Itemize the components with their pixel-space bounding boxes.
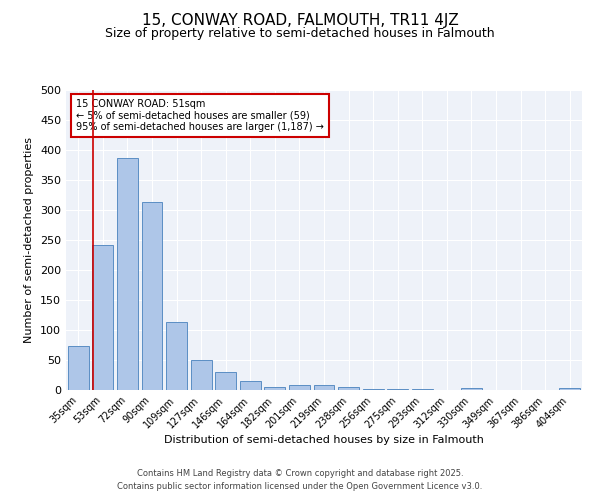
Bar: [191, 360, 212, 390]
Bar: [559, 388, 580, 390]
Bar: [362, 389, 383, 390]
Bar: [265, 387, 286, 390]
Bar: [215, 372, 236, 390]
Text: Size of property relative to semi-detached houses in Falmouth: Size of property relative to semi-detach…: [105, 28, 495, 40]
Bar: [240, 381, 261, 390]
Bar: [166, 322, 187, 390]
Text: 15, CONWAY ROAD, FALMOUTH, TR11 4JZ: 15, CONWAY ROAD, FALMOUTH, TR11 4JZ: [142, 12, 458, 28]
X-axis label: Distribution of semi-detached houses by size in Falmouth: Distribution of semi-detached houses by …: [164, 436, 484, 446]
Text: Contains public sector information licensed under the Open Government Licence v3: Contains public sector information licen…: [118, 482, 482, 491]
Bar: [387, 389, 408, 390]
Bar: [461, 388, 482, 390]
Bar: [117, 158, 138, 390]
Text: 15 CONWAY ROAD: 51sqm
← 5% of semi-detached houses are smaller (59)
95% of semi-: 15 CONWAY ROAD: 51sqm ← 5% of semi-detac…: [76, 99, 324, 132]
Bar: [142, 202, 163, 390]
Bar: [92, 245, 113, 390]
Bar: [338, 387, 359, 390]
Bar: [68, 346, 89, 390]
Bar: [289, 385, 310, 390]
Bar: [314, 384, 334, 390]
Text: Contains HM Land Registry data © Crown copyright and database right 2025.: Contains HM Land Registry data © Crown c…: [137, 468, 463, 477]
Y-axis label: Number of semi-detached properties: Number of semi-detached properties: [25, 137, 34, 343]
